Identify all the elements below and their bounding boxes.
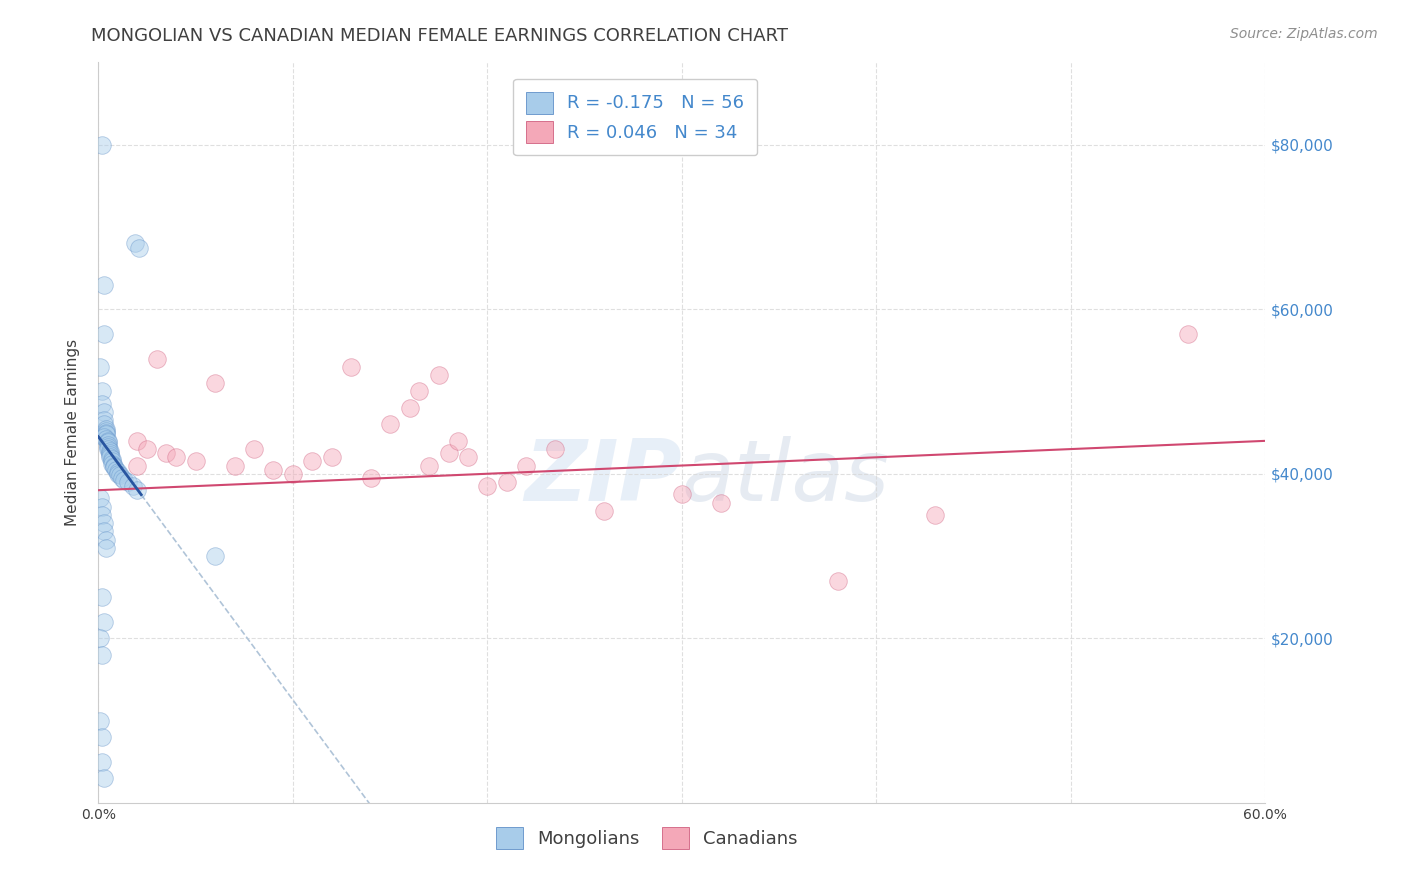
- Point: [96, 541, 118, 555]
- Point: [146, 351, 169, 366]
- Point: [103, 458, 125, 473]
- Point: [91, 137, 114, 152]
- Point: [98, 443, 121, 458]
- Y-axis label: Median Female Earnings: Median Female Earnings: [65, 339, 80, 526]
- Point: [96, 425, 118, 440]
- Point: [98, 450, 121, 465]
- Point: [380, 417, 402, 432]
- Point: [924, 508, 946, 522]
- Legend: Mongolians, Canadians: Mongolians, Canadians: [489, 821, 804, 856]
- Point: [496, 475, 519, 489]
- Point: [111, 471, 134, 485]
- Point: [128, 240, 150, 255]
- Point: [97, 441, 120, 455]
- Point: [184, 454, 207, 468]
- Point: [91, 590, 114, 604]
- Point: [97, 435, 120, 450]
- Point: [398, 401, 420, 415]
- Point: [710, 495, 733, 509]
- Point: [262, 462, 284, 476]
- Point: [124, 236, 146, 251]
- Point: [91, 397, 114, 411]
- Point: [93, 524, 115, 539]
- Point: [97, 438, 120, 452]
- Point: [360, 471, 382, 485]
- Point: [593, 504, 616, 518]
- Point: [93, 771, 115, 785]
- Point: [321, 450, 343, 465]
- Point: [98, 446, 121, 460]
- Point: [301, 454, 323, 468]
- Point: [91, 730, 114, 744]
- Point: [103, 460, 125, 475]
- Point: [827, 574, 849, 588]
- Point: [93, 615, 115, 629]
- Point: [91, 384, 114, 399]
- Text: atlas: atlas: [682, 435, 890, 518]
- Point: [1177, 326, 1199, 341]
- Point: [104, 462, 127, 476]
- Point: [117, 475, 139, 489]
- Point: [107, 465, 129, 479]
- Point: [89, 359, 111, 374]
- Point: [437, 446, 460, 460]
- Point: [91, 500, 114, 514]
- Point: [107, 467, 129, 481]
- Point: [127, 458, 149, 473]
- Text: ZIP: ZIP: [524, 435, 682, 518]
- Point: [89, 491, 111, 506]
- Text: MONGOLIAN VS CANADIAN MEDIAN FEMALE EARNINGS CORRELATION CHART: MONGOLIAN VS CANADIAN MEDIAN FEMALE EARN…: [91, 27, 789, 45]
- Point: [96, 533, 118, 547]
- Point: [101, 457, 124, 471]
- Point: [91, 508, 114, 522]
- Point: [243, 442, 266, 456]
- Point: [477, 479, 499, 493]
- Text: Source: ZipAtlas.com: Source: ZipAtlas.com: [1230, 27, 1378, 41]
- Point: [127, 483, 149, 498]
- Point: [544, 442, 567, 456]
- Point: [93, 417, 115, 432]
- Point: [96, 421, 118, 435]
- Point: [108, 468, 131, 483]
- Point: [101, 454, 124, 468]
- Point: [112, 473, 135, 487]
- Point: [427, 368, 450, 382]
- Point: [96, 424, 118, 438]
- Point: [91, 755, 114, 769]
- Point: [204, 376, 226, 391]
- Point: [122, 479, 145, 493]
- Point: [97, 442, 120, 456]
- Point: [93, 430, 115, 444]
- Point: [93, 405, 115, 419]
- Point: [93, 277, 115, 292]
- Point: [447, 434, 470, 448]
- Point: [204, 549, 226, 563]
- Point: [457, 450, 479, 465]
- Point: [89, 632, 111, 646]
- Point: [165, 450, 187, 465]
- Point: [418, 458, 440, 473]
- Point: [91, 648, 114, 662]
- Point: [96, 432, 118, 446]
- Point: [89, 714, 111, 728]
- Point: [93, 413, 115, 427]
- Point: [281, 467, 304, 481]
- Point: [96, 427, 118, 442]
- Point: [101, 452, 124, 467]
- Point: [93, 516, 115, 530]
- Point: [408, 384, 430, 399]
- Point: [127, 434, 149, 448]
- Point: [671, 487, 693, 501]
- Point: [340, 359, 363, 374]
- Point: [97, 434, 120, 448]
- Point: [224, 458, 246, 473]
- Point: [515, 458, 537, 473]
- Point: [93, 326, 115, 341]
- Point: [155, 446, 177, 460]
- Point: [98, 448, 121, 462]
- Point: [136, 442, 159, 456]
